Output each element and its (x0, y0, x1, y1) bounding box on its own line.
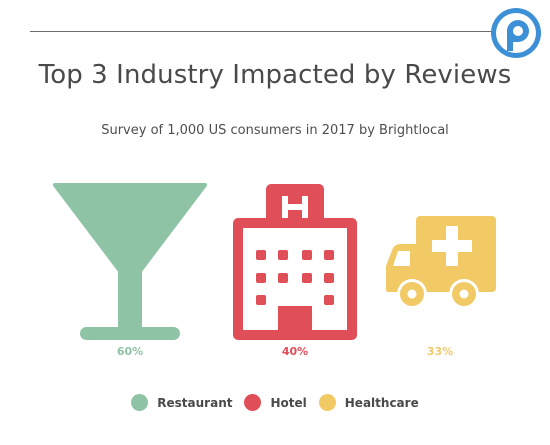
healthcare-legend-dot (318, 394, 336, 411)
chart-title: Top 3 Industry Impacted by Reviews (38, 60, 512, 90)
chart-legend: Restaurant Hotel Healthcare (0, 394, 550, 411)
brand-logo-icon (491, 8, 541, 58)
legend-item-healthcare: Healthcare (318, 394, 419, 411)
hotel-building-icon (233, 184, 357, 340)
header-divider (30, 31, 500, 32)
chart-subtitle: Survey of 1,000 US consumers in 2017 by … (101, 123, 449, 138)
ambulance-icon (386, 216, 496, 309)
legend-label-restaurant: Restaurant (157, 395, 233, 410)
cocktail-glass-icon (53, 183, 207, 340)
legend-label-healthcare: Healthcare (344, 395, 419, 410)
restaurant-value-label: 60% (116, 345, 144, 358)
legend-item-restaurant: Restaurant (131, 394, 232, 411)
hotel-legend-dot (244, 394, 262, 411)
hotel-value-label: 40% (281, 345, 309, 358)
restaurant-legend-dot (131, 394, 149, 411)
legend-item-hotel: Hotel (244, 394, 307, 411)
legend-label-hotel: Hotel (270, 395, 307, 410)
healthcare-value-label: 33% (426, 345, 454, 358)
